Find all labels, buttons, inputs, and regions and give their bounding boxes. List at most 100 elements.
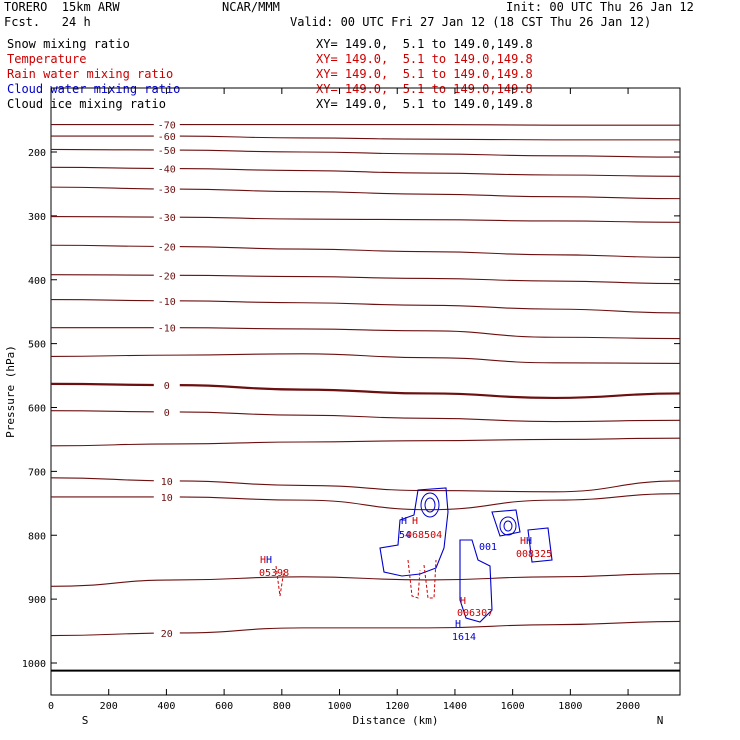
isotherm-label: -20 bbox=[158, 271, 176, 282]
endpoint-left-label: S bbox=[82, 714, 89, 727]
isotherm-line bbox=[51, 135, 680, 141]
isotherm-line bbox=[51, 382, 680, 400]
x-axis-label: Distance (km) bbox=[352, 714, 438, 727]
isotherm-label-bg bbox=[153, 321, 180, 333]
isotherm-line bbox=[51, 620, 680, 637]
isotherm-label: -30 bbox=[158, 213, 176, 224]
maximum-marker: H bbox=[526, 536, 532, 547]
endpoint-right-label: N bbox=[657, 714, 664, 727]
isotherm-line bbox=[51, 186, 680, 200]
isotherm-label: 0 bbox=[164, 381, 170, 392]
isotherm-label-bg bbox=[153, 294, 180, 306]
isotherm-label-bg bbox=[153, 211, 180, 223]
x-tick-label: 1000 bbox=[327, 701, 351, 712]
isotherm-line bbox=[51, 166, 680, 177]
init-time: Init: 00 UTC Thu 26 Jan 12 bbox=[506, 0, 694, 14]
cloud-water-contour bbox=[503, 520, 513, 532]
y-tick-label: 900 bbox=[28, 595, 46, 606]
maximum-marker: H bbox=[266, 555, 272, 566]
isotherm-line bbox=[51, 573, 680, 587]
plot-frame bbox=[50, 87, 681, 696]
y-tick-label: 600 bbox=[28, 404, 46, 415]
rain-water-max-label: 008325 bbox=[516, 549, 552, 560]
isotherm-label-bg bbox=[153, 144, 180, 156]
isotherm-label-bg bbox=[153, 240, 180, 252]
forecast-hour: Fcst. 24 h bbox=[4, 15, 91, 29]
rain-water-contour bbox=[275, 565, 285, 597]
x-tick-label: 800 bbox=[273, 701, 291, 712]
maximum-marker: H bbox=[460, 596, 466, 607]
isotherm-label: -10 bbox=[158, 297, 176, 308]
rain-water-contour bbox=[407, 559, 421, 599]
cloud-water-contour bbox=[499, 516, 517, 536]
cloud-water-contour bbox=[420, 492, 440, 518]
isotherm-label: -20 bbox=[158, 243, 176, 254]
field-xy-range: XY= 149.0, 5.1 to 149.0,149.8 bbox=[316, 97, 533, 111]
cloud-water-contour bbox=[379, 487, 449, 577]
isotherm-line bbox=[51, 274, 680, 285]
isotherm-line bbox=[51, 353, 680, 364]
maximum-marker: H bbox=[520, 536, 526, 547]
field-xy-range: XY= 149.0, 5.1 to 149.0,149.8 bbox=[316, 52, 533, 66]
isotherm-label-bg bbox=[153, 118, 180, 130]
field-name: Snow mixing ratio bbox=[7, 37, 130, 51]
cloud-water-max-label: 1614 bbox=[452, 632, 476, 643]
cloud-water-max-label: 001 bbox=[479, 542, 497, 553]
isotherm-line bbox=[51, 148, 680, 158]
rain-water-max-label: 05398 bbox=[259, 568, 289, 579]
valid-time: Valid: 00 UTC Fri 27 Jan 12 (18 CST Thu … bbox=[290, 15, 652, 29]
isotherm-line bbox=[51, 327, 680, 340]
field-name: Cloud water mixing ratio bbox=[7, 82, 181, 96]
isotherm-line bbox=[51, 477, 680, 493]
y-tick-label: 300 bbox=[28, 212, 46, 223]
isotherm-label: -40 bbox=[158, 165, 176, 176]
field-name: Temperature bbox=[7, 52, 87, 66]
field-name: Cloud ice mixing ratio bbox=[7, 97, 166, 111]
cloud-water-contour bbox=[424, 497, 436, 513]
isotherm-line bbox=[51, 123, 680, 126]
y-tick-label: 200 bbox=[28, 148, 46, 159]
x-tick-label: 1200 bbox=[385, 701, 409, 712]
cloud-water-contour bbox=[527, 527, 553, 563]
isotherm-label: -70 bbox=[158, 121, 176, 132]
y-axis-label: Pressure (hPa) bbox=[4, 345, 17, 438]
isotherm-line bbox=[51, 299, 680, 314]
maximum-marker: H bbox=[401, 516, 407, 527]
isotherm-line bbox=[51, 215, 680, 223]
isotherm-label: 0 bbox=[164, 408, 170, 419]
maximum-marker: H bbox=[412, 516, 418, 527]
isotherm-label-bg bbox=[153, 405, 180, 417]
isotherm-label: 10 bbox=[161, 493, 173, 504]
isotherm-line bbox=[51, 493, 680, 511]
cloud-water-max-label: 54 bbox=[399, 530, 411, 541]
isotherm-label: -10 bbox=[158, 324, 176, 335]
cloud-water-contour bbox=[459, 539, 493, 623]
y-tick-label: 1000 bbox=[22, 659, 46, 670]
maximum-marker: H bbox=[455, 619, 461, 630]
isotherm-line bbox=[51, 244, 680, 258]
x-tick-label: 1400 bbox=[443, 701, 467, 712]
isotherm-label-bg bbox=[153, 183, 180, 195]
isotherm-line bbox=[51, 437, 680, 447]
isotherm-label: -30 bbox=[158, 185, 176, 196]
isotherm-label-bg bbox=[153, 474, 180, 486]
maximum-marker: H bbox=[260, 555, 266, 566]
rain-water-max-label: 068504 bbox=[406, 530, 442, 541]
isotherm-label: -50 bbox=[158, 146, 176, 157]
y-tick-label: 800 bbox=[28, 531, 46, 542]
field-xy-range: XY= 149.0, 5.1 to 149.0,149.8 bbox=[316, 37, 533, 51]
cloud-water-contour bbox=[491, 509, 521, 537]
model-title: TORERO 15km ARW bbox=[4, 0, 120, 14]
x-tick-label: 400 bbox=[157, 701, 175, 712]
isotherm-label-bg bbox=[153, 490, 180, 502]
rain-water-contour bbox=[423, 559, 437, 599]
x-tick-label: 200 bbox=[100, 701, 118, 712]
isotherm-label-bg bbox=[153, 130, 180, 142]
x-tick-label: 600 bbox=[215, 701, 233, 712]
x-tick-label: 1600 bbox=[501, 701, 525, 712]
y-tick-label: 700 bbox=[28, 467, 46, 478]
isotherm-label-bg bbox=[153, 269, 180, 281]
isotherm-label-bg bbox=[153, 626, 180, 638]
x-tick-label: 2000 bbox=[616, 701, 640, 712]
